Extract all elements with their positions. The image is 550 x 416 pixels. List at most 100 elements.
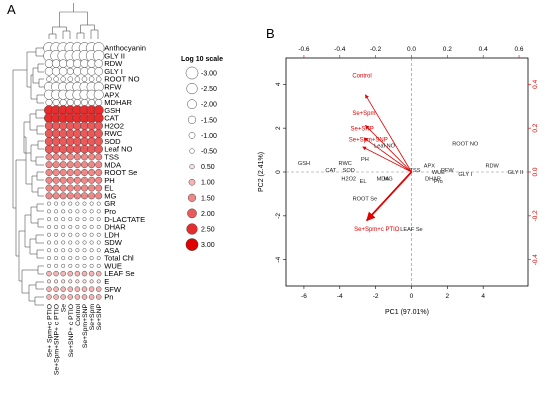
legend-label: -3.00 — [201, 71, 217, 78]
heatmap-cell — [66, 192, 74, 200]
row-label: CAT — [104, 114, 119, 123]
column-label: Se+Spm+SNP — [82, 303, 89, 348]
heatmap-cell — [53, 294, 59, 300]
heatmap-cell — [75, 209, 80, 214]
top-tick-label: -0.6 — [298, 46, 310, 53]
variable-label: ROOT NO — [452, 142, 479, 148]
heatmap-cell — [66, 67, 74, 75]
heatmap-cell — [80, 129, 89, 138]
heatmap-cell — [61, 232, 66, 237]
heatmap-cell — [54, 209, 59, 214]
heatmap-cell — [82, 209, 87, 214]
variable-label: RFW — [441, 168, 454, 174]
heatmap-cell — [73, 161, 81, 169]
row-label: SDW — [104, 238, 123, 247]
zero-lines — [286, 58, 528, 286]
heatmap-cell — [61, 209, 66, 214]
x-tick-label: -4 — [337, 293, 343, 300]
column-label: Se+Spm — [89, 304, 96, 331]
variable-label: CAT — [325, 168, 336, 174]
heatmap-cell — [54, 248, 59, 253]
row-label: ROOT Se — [104, 168, 137, 177]
heatmap-cell — [81, 168, 88, 176]
heatmap-cell — [81, 161, 88, 169]
row-label: RWC — [104, 129, 123, 138]
heatmap-cell — [58, 129, 68, 138]
x-tick-label: -6 — [301, 293, 307, 300]
heatmap-cell — [81, 184, 88, 192]
legend-label: -2.50 — [201, 86, 217, 93]
heatmap-cell — [44, 121, 54, 131]
heatmap-cell — [66, 98, 74, 106]
legend-swatch — [189, 148, 195, 154]
heatmap-cell — [52, 176, 60, 184]
heatmap-cell — [54, 217, 59, 222]
variable-label: PH — [361, 157, 369, 163]
heatmap-cell — [95, 192, 103, 200]
variable-label: H2O2 — [341, 177, 356, 183]
legend-swatch — [187, 99, 197, 110]
row-label: PH — [104, 176, 115, 185]
row-label: RDW — [104, 59, 123, 68]
heatmap-cell — [82, 263, 87, 268]
heatmap-cell — [87, 121, 96, 131]
treatment-label: Se+SNP — [351, 126, 374, 132]
heatmap-cell — [67, 294, 74, 300]
heatmap-cell — [60, 76, 66, 82]
right-tick-label: -0.4 — [532, 254, 539, 266]
heatmap-cell — [88, 161, 96, 169]
legend-swatch — [185, 66, 199, 80]
legend-swatch — [189, 164, 195, 170]
variable-label: TSS — [410, 168, 421, 174]
heatmap-cell — [75, 217, 80, 222]
heatmap-cell — [81, 176, 88, 184]
top-tick-label: 0.6 — [515, 46, 524, 53]
heatmap-cell — [96, 209, 101, 214]
column-label: Se+ Spm+c PTIO — [47, 304, 54, 357]
variable-label: RDW — [485, 163, 499, 169]
heatmap-cell — [88, 294, 95, 300]
x-tick-label: -2 — [373, 293, 379, 300]
heatmap-cell — [93, 113, 104, 124]
heatmap-cell — [60, 294, 66, 300]
treatment-label: Control — [352, 74, 371, 80]
heatmap-cell — [80, 137, 89, 146]
heatmap-cell — [66, 184, 74, 192]
pca-axes: -6 -4 -2 0 2 4 -4 -2 0 2 4 -0.6 -0.4 -0.2 0.0 0.2 0.4 0.6… — [275, 46, 539, 300]
heatmap-cell — [94, 121, 103, 131]
heatmap-cell — [47, 240, 51, 245]
heatmap-cell — [96, 240, 101, 245]
heatmap-cell — [59, 161, 67, 169]
heatmap-cell — [61, 240, 66, 245]
heatmap-cell — [52, 98, 60, 106]
heatmap-cell — [59, 184, 67, 192]
heatmap-cell — [89, 256, 94, 261]
heatmap-cell — [81, 76, 88, 82]
legend-label: 3.00 — [201, 242, 215, 249]
heatmap-cell — [47, 256, 51, 261]
heatmap-cell — [61, 279, 66, 284]
top-tick-label: -0.2 — [370, 46, 382, 53]
heatmap-cell — [47, 224, 51, 229]
heatmap-cell — [66, 176, 74, 184]
heatmap-cell — [68, 256, 73, 261]
variable-label: EL — [360, 179, 367, 185]
row-label: GLY II — [104, 51, 125, 60]
row-label: Leaf NO — [104, 145, 132, 154]
heatmap-cell — [44, 137, 54, 146]
heatmap-cell — [82, 256, 87, 261]
heatmap-cell — [66, 153, 74, 161]
heatmap-cell — [52, 184, 60, 192]
y-tick-label: 0 — [275, 170, 282, 174]
heatmap-cell — [66, 144, 75, 154]
heatmap-cell — [59, 176, 67, 184]
heatmap-cell — [52, 168, 60, 176]
heatmap-cell — [54, 256, 59, 261]
treatment-label: Se+Spm+SNP — [349, 137, 388, 143]
heatmap-cell — [66, 59, 75, 68]
variable-label: Pro — [434, 179, 443, 185]
heatmap-cell — [68, 240, 73, 245]
heatmap-cell — [51, 137, 61, 146]
x-tick-label: 0 — [410, 293, 414, 300]
row-label: MDA — [104, 160, 122, 169]
